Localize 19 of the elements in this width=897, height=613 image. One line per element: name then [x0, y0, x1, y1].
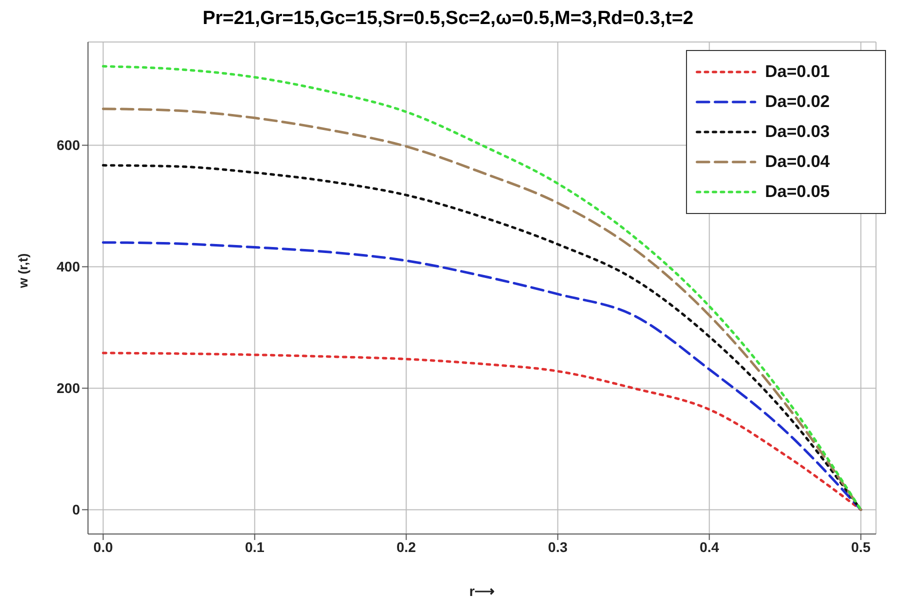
y-tick-label: 600 [56, 137, 80, 154]
y-tick-label: 200 [56, 380, 80, 396]
x-tick-label: 0.4 [700, 538, 720, 555]
line-series [102, 241, 862, 511]
x-tick-label: 0.5 [851, 538, 871, 555]
y-tick-label: 400 [56, 258, 80, 275]
x-tick-label: 0.1 [244, 538, 265, 555]
x-tick-label: 0.0 [93, 538, 114, 555]
legend-label: Da=0.02 [765, 92, 830, 112]
x-tick-label: 0.3 [548, 538, 568, 555]
y-axis-title: w (r,t) [16, 253, 31, 289]
legend-label: Da=0.03 [765, 122, 830, 142]
legend-label: Da=0.01 [765, 62, 830, 82]
legend-label: Da=0.04 [765, 152, 830, 172]
chart-title: Pr=21,Gr=15,Gc=15,Sr=0.5,Sc=2,ω=0.5,M=3,Rd=0.3,t=2 [202, 8, 694, 31]
x-tick-label: 0.2 [396, 538, 416, 555]
y-tick-label: 0 [72, 502, 80, 518]
legend-label: Da=0.05 [765, 182, 830, 202]
x-axis-title: r⟶ [469, 583, 495, 599]
